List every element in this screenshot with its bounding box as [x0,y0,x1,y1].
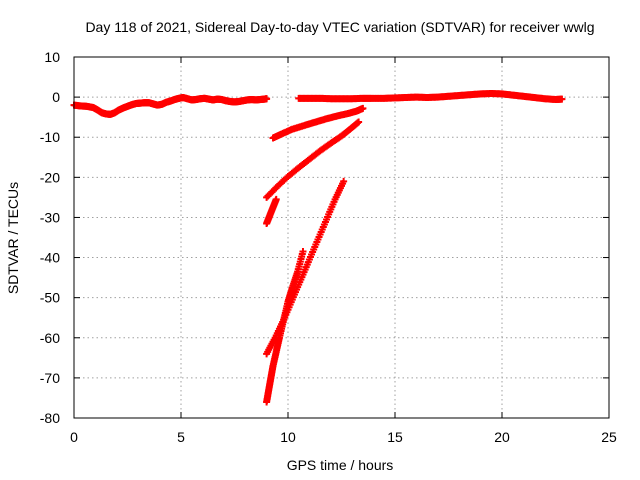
y-tick-label: -30 [40,209,60,225]
x-axis-label: GPS time / hours [287,457,394,473]
series-5 [263,195,280,227]
x-tick-label: 5 [177,429,185,445]
series-1 [70,94,271,118]
y-tick-label: -40 [40,250,60,266]
data-points [70,90,566,406]
series-3 [269,104,367,142]
y-tick-label: 10 [44,49,60,65]
data-point [558,95,566,103]
x-tick-label: 0 [70,429,78,445]
data-point [340,177,348,185]
y-tick-label: -50 [40,290,60,306]
x-tick-label: 15 [387,429,403,445]
y-tick-label: -10 [40,129,60,145]
x-tick-label: 20 [494,429,510,445]
series-2 [295,90,566,104]
chart-title: Day 118 of 2021, Sidereal Day-to-day VTE… [85,19,594,35]
plot-frame [73,56,610,419]
data-point [355,118,363,126]
axis-ticks: 0 5 10 15 20 25 10 0 -10 -20 -30 -40 -50 -60 -70 -80 [40,49,617,445]
data-point [359,104,367,112]
x-tick-label: 10 [280,429,296,445]
y-tick-label: -60 [40,330,60,346]
y-tick-label: -70 [40,370,60,386]
y-tick-label: -20 [40,169,60,185]
y-tick-label: -80 [40,410,60,426]
data-point [263,95,271,103]
data-point [272,195,280,203]
y-tick-label: 0 [52,89,60,105]
series-4 [263,118,363,201]
grid [74,57,609,418]
x-tick-label: 25 [601,429,617,445]
data-point [299,248,307,256]
series-6 [263,248,307,406]
y-axis-label: SDTVAR / TECUs [5,182,21,294]
series-7 [263,177,348,358]
